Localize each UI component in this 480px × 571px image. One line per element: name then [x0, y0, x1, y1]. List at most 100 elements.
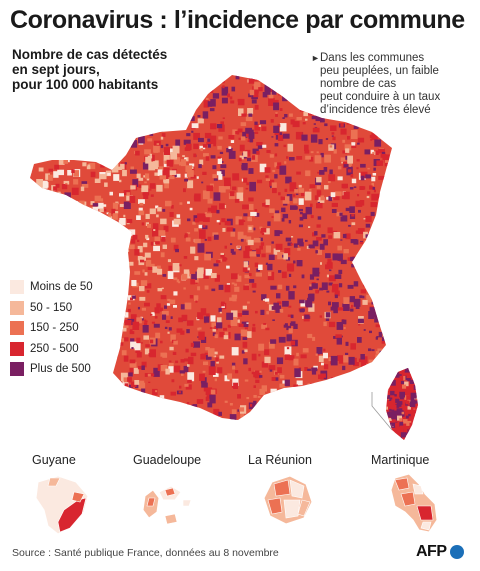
- commune-cell: [99, 208, 104, 213]
- commune-cell: [394, 248, 398, 251]
- commune-cell: [147, 373, 151, 377]
- commune-cell: [117, 417, 123, 420]
- commune-cell: [387, 180, 392, 188]
- commune-cell: [320, 117, 325, 123]
- commune-cell: [116, 223, 119, 225]
- overseas-label-martinique: Martinique: [371, 453, 430, 467]
- commune-cell: [139, 286, 145, 292]
- commune-cell: [346, 97, 351, 101]
- commune-cell: [334, 274, 342, 279]
- corsica-cell: [406, 373, 412, 378]
- commune-cell: [342, 233, 347, 239]
- commune-cell: [332, 302, 339, 308]
- commune-cell: [286, 325, 291, 331]
- commune-cell: [201, 353, 206, 358]
- overseas-label-guyane: Guyane: [32, 453, 76, 467]
- commune-cell: [30, 124, 37, 131]
- commune-cell: [159, 175, 167, 180]
- commune-cell: [106, 355, 112, 361]
- commune-cell: [205, 213, 208, 216]
- commune-cell: [399, 247, 403, 251]
- commune-cell: [267, 86, 274, 92]
- commune-cell: [296, 380, 303, 386]
- commune-cell: [168, 85, 175, 90]
- commune-cell: [350, 343, 356, 350]
- commune-cell: [395, 231, 398, 234]
- commune-cell: [32, 260, 40, 270]
- commune-cell: [204, 352, 211, 358]
- commune-cell: [222, 228, 226, 232]
- commune-cell: [121, 307, 126, 312]
- commune-cell: [309, 284, 312, 287]
- commune-cell: [243, 424, 246, 426]
- commune-cell: [279, 416, 286, 420]
- commune-cell: [316, 278, 319, 281]
- commune-cell: [325, 316, 330, 321]
- commune-cell: [213, 142, 217, 147]
- corsica-cell: [388, 397, 393, 401]
- commune-cell: [387, 358, 392, 364]
- commune-cell: [168, 327, 172, 331]
- subtitle-line: en sept jours,: [12, 62, 100, 77]
- commune-cell: [26, 211, 29, 213]
- commune-cell: [294, 368, 301, 378]
- commune-cell: [152, 223, 159, 230]
- commune-cell: [148, 412, 153, 417]
- commune-cell: [230, 317, 238, 326]
- commune-cell: [337, 253, 343, 261]
- corsica-cell: [386, 426, 388, 429]
- commune-cell: [216, 220, 220, 223]
- commune-cell: [62, 135, 65, 139]
- commune-cell: [207, 81, 212, 87]
- commune-cell: [116, 386, 120, 390]
- commune-cell: [347, 155, 353, 164]
- corsica-cell: [415, 437, 418, 440]
- commune-cell: [127, 308, 131, 313]
- corsica-cell: [391, 423, 395, 427]
- commune-cell: [390, 76, 392, 83]
- corsica-cell: [422, 402, 426, 406]
- commune-cell: [305, 206, 312, 215]
- commune-cell: [374, 83, 379, 87]
- commune-cell: [75, 75, 81, 80]
- commune-cell: [315, 114, 322, 122]
- commune-cell: [48, 168, 53, 172]
- note-line: Dans les communes: [320, 52, 425, 64]
- commune-cell: [362, 275, 370, 282]
- commune-cell: [320, 152, 324, 158]
- commune-cell: [323, 352, 328, 359]
- commune-cell: [60, 381, 63, 384]
- commune-cell: [356, 121, 361, 126]
- commune-cell: [266, 405, 270, 409]
- commune-cell: [73, 243, 78, 249]
- commune-cell: [312, 78, 318, 85]
- corsica-cell: [386, 410, 388, 414]
- commune-cell: [358, 358, 363, 363]
- commune-cell: [35, 190, 39, 194]
- commune-cell: [151, 97, 157, 101]
- commune-cell: [31, 419, 36, 420]
- corsica-cell: [399, 391, 405, 398]
- commune-cell: [340, 107, 346, 114]
- commune-cell: [94, 195, 102, 202]
- commune-cell: [160, 352, 167, 357]
- commune-cell: [93, 417, 99, 420]
- commune-cell: [188, 175, 191, 178]
- commune-cell: [217, 317, 222, 323]
- commune-cell: [24, 178, 28, 181]
- commune-cell: [268, 97, 275, 106]
- commune-cell: [132, 179, 139, 187]
- commune-cell: [187, 218, 191, 222]
- commune-cell: [332, 399, 337, 402]
- commune-cell: [99, 247, 106, 254]
- commune-cell: [98, 292, 104, 296]
- commune-cell: [83, 75, 90, 78]
- commune-cell: [168, 366, 174, 373]
- commune-cell: [360, 354, 365, 360]
- commune-cell: [96, 427, 102, 435]
- commune-cell: [307, 293, 315, 302]
- commune-cell: [246, 322, 249, 324]
- commune-cell: [111, 345, 115, 349]
- commune-cell: [217, 145, 222, 150]
- legend-label: 50 - 150: [30, 301, 73, 314]
